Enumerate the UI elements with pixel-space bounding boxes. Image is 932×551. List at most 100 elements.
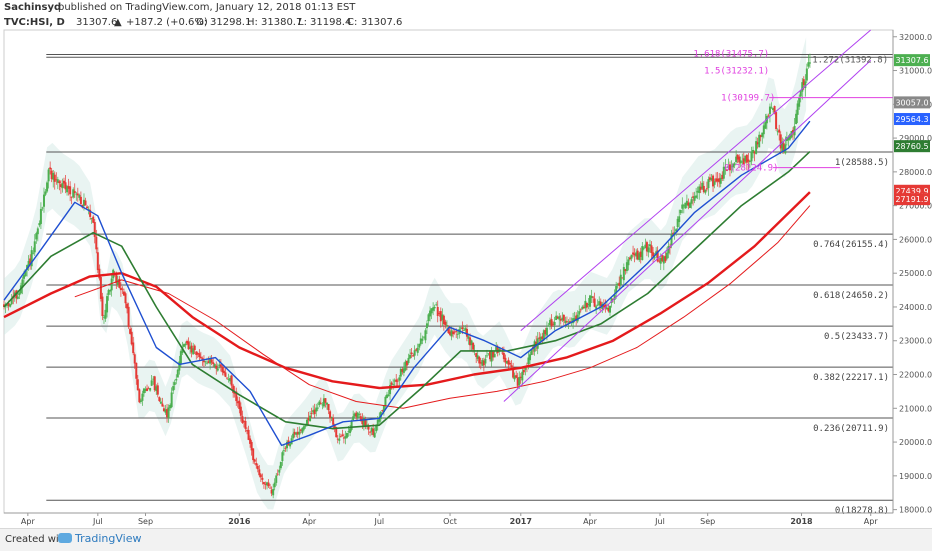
- candle-body: [538, 337, 541, 339]
- candle-body: [421, 338, 424, 341]
- candle-body: [469, 337, 472, 346]
- candle-body: [242, 420, 245, 422]
- bollinger-band: [4, 37, 807, 510]
- candle-body: [618, 282, 621, 286]
- candle-body: [330, 416, 333, 418]
- candle-body: [350, 421, 353, 430]
- candle-body: [46, 182, 49, 192]
- candle-body: [398, 377, 401, 381]
- candle-body: [86, 206, 89, 209]
- candle-body: [241, 416, 244, 424]
- candle-body: [78, 195, 81, 198]
- candle-body: [685, 200, 688, 206]
- candle-body: [21, 279, 24, 288]
- time-tick-label: 2018: [790, 517, 813, 526]
- candle-body: [562, 314, 565, 321]
- candle-body: [753, 151, 756, 154]
- candle-body: [682, 205, 685, 207]
- candle-body: [550, 319, 553, 326]
- candle-body: [592, 296, 595, 298]
- candle-body: [375, 425, 378, 432]
- price-tick-label: 25000.0: [899, 269, 932, 278]
- candle-body: [615, 286, 618, 294]
- candle-body: [29, 258, 32, 264]
- candle-body: [42, 194, 45, 207]
- candle-body: [175, 378, 178, 381]
- candle-body: [238, 400, 241, 410]
- axes: 18000.0 19000.0 20000.0 21000.0 22000.0 23000…: [4, 30, 932, 526]
- symbol-label[interactable]: TVC:HSI, D: [4, 17, 65, 28]
- time-tick-label: Jul: [92, 517, 103, 526]
- candle-body: [38, 223, 41, 226]
- candle-body: [627, 259, 630, 266]
- candle-body: [167, 407, 170, 419]
- candle-body: [162, 408, 165, 412]
- candle-body: [207, 361, 210, 363]
- candle-body: [224, 372, 227, 377]
- candle-body: [59, 184, 62, 187]
- candle-body: [399, 368, 402, 377]
- price-badge-label: 30057.0: [895, 98, 928, 107]
- candle-body: [98, 268, 101, 279]
- candle-body: [347, 431, 350, 433]
- candle-body: [365, 424, 368, 426]
- candle-body: [708, 177, 711, 180]
- candle-body: [182, 344, 185, 347]
- candle-body: [593, 298, 596, 307]
- candle-body: [487, 353, 490, 355]
- candle-body: [529, 354, 532, 361]
- candle-body: [130, 331, 133, 345]
- candle-body: [581, 306, 584, 310]
- candle-body: [718, 178, 721, 183]
- fib-level-label: 0(18278.8): [835, 506, 889, 516]
- candle-body: [344, 436, 347, 439]
- price-badge-label: 27439.9: [895, 187, 928, 196]
- candle-body: [613, 294, 616, 300]
- author-name[interactable]: Sachinsyd: [4, 2, 61, 13]
- candle-body: [644, 244, 647, 249]
- fib-level-label: 1(28588.5): [835, 158, 889, 168]
- candle-body: [110, 278, 113, 291]
- candle-body: [436, 307, 439, 316]
- candle-body: [222, 370, 225, 374]
- candle-body: [396, 380, 399, 382]
- candle-body: [409, 354, 412, 359]
- candle-body: [339, 436, 342, 437]
- time-tick-label: Apr: [583, 517, 598, 526]
- candle-body: [567, 321, 570, 323]
- candle-body: [312, 410, 315, 413]
- candle-body: [107, 290, 110, 295]
- candle-body: [115, 274, 118, 284]
- candle-body: [247, 429, 250, 440]
- candle-body: [259, 474, 262, 478]
- candle-body: [515, 375, 518, 378]
- candle-body: [6, 304, 9, 306]
- candle-body: [142, 388, 145, 394]
- candle-body: [195, 351, 198, 355]
- candle-body: [784, 144, 787, 154]
- candle-body: [9, 304, 12, 307]
- candle-body: [430, 308, 433, 314]
- candle-body: [95, 236, 98, 250]
- candle-body: [767, 115, 770, 117]
- candle-body: [558, 316, 561, 320]
- candle-body: [639, 251, 642, 257]
- candle-body: [656, 250, 659, 262]
- candle-body: [196, 352, 199, 355]
- candle-body: [722, 166, 725, 179]
- candle-body: [712, 175, 715, 187]
- tradingview-logo[interactable]: TradingView: [58, 532, 141, 545]
- candle-body: [512, 368, 515, 378]
- candle-body: [275, 475, 278, 483]
- candle-body: [227, 379, 230, 380]
- candle-body: [236, 401, 239, 404]
- moving-average-line: [74, 205, 811, 409]
- candle-body: [725, 169, 728, 172]
- candle-body: [106, 296, 109, 313]
- candle-body: [269, 487, 272, 489]
- candle-body: [27, 260, 30, 267]
- candle-body: [129, 328, 132, 334]
- candle-body: [349, 428, 352, 433]
- price-tick-label: 21000.0: [899, 404, 932, 413]
- candle-body: [804, 81, 807, 89]
